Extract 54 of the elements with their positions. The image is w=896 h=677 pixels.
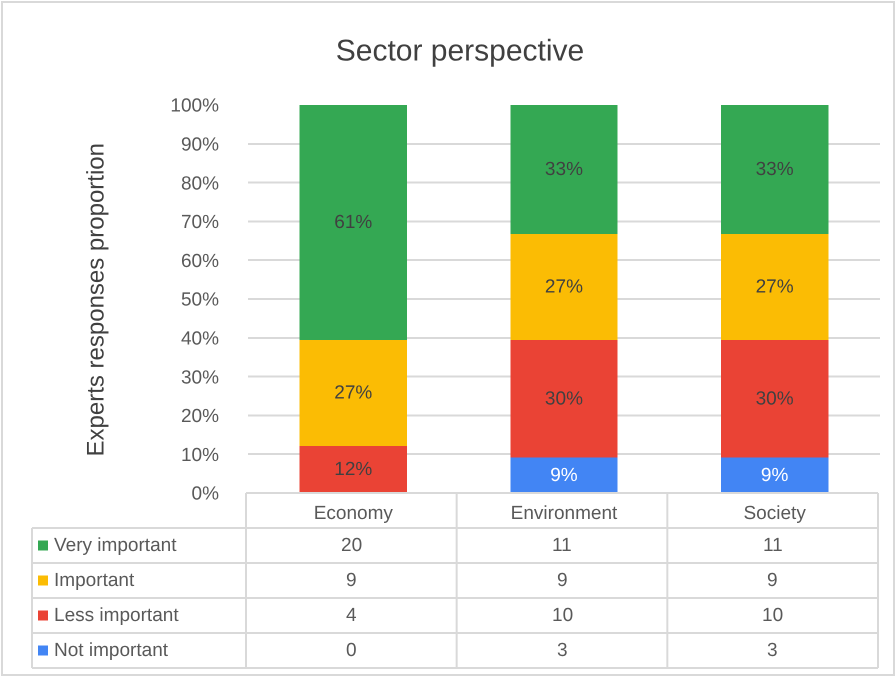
y-tick-label: 100% <box>170 96 220 117</box>
bar <box>720 234 828 340</box>
y-axis-title: Experts responses proportion <box>82 143 110 456</box>
text: 9 <box>346 570 357 591</box>
y-tick-label: 50% <box>180 290 220 311</box>
x-tick-label: Environment <box>510 503 618 524</box>
text: 9 <box>767 570 778 591</box>
text: 11 <box>552 535 572 556</box>
bar <box>720 340 828 458</box>
y-tick-label: 60% <box>180 250 220 272</box>
text: 0 <box>346 640 357 661</box>
y-tick-label: 10% <box>180 444 220 466</box>
data-label: 33% <box>544 159 584 180</box>
bar <box>720 105 828 234</box>
text: 3 <box>557 640 568 661</box>
legend-label: Less important <box>54 605 180 626</box>
bar <box>300 446 408 493</box>
bar <box>510 234 618 340</box>
data-label: 12% <box>334 459 372 480</box>
text: 11 <box>763 535 783 556</box>
data-label: 30% <box>756 388 794 410</box>
y-tick-label: 80% <box>180 173 220 194</box>
data-label: 27% <box>334 382 372 404</box>
text: 9 <box>557 570 568 591</box>
text: 10 <box>552 605 574 626</box>
y-tick-label: 70% <box>180 212 220 234</box>
chart-title: Sector perspective <box>336 34 584 68</box>
data-label: 9% <box>760 464 788 486</box>
y-tick-label: 0% <box>192 484 220 505</box>
legend-label: Not important <box>54 640 169 661</box>
data-label: 27% <box>544 276 584 298</box>
x-tick-label: Society <box>744 503 806 524</box>
x-tick-label: Economy <box>314 503 394 524</box>
data-label: 30% <box>544 388 584 410</box>
legend-label: Very important <box>54 535 178 556</box>
bar <box>510 105 618 234</box>
bar <box>300 340 408 446</box>
bar <box>510 340 618 458</box>
text: 4 <box>346 605 357 626</box>
text: 20 <box>341 535 362 556</box>
text: 10 <box>762 605 784 626</box>
y-tick-label: 40% <box>180 328 220 350</box>
y-tick-label: 30% <box>180 367 220 388</box>
bar <box>720 458 828 493</box>
y-tick-label: 90% <box>180 134 220 156</box>
y-tick-label: 20% <box>180 406 220 428</box>
data-label: 27% <box>756 276 794 298</box>
data-label: 33% <box>756 159 794 180</box>
data-label: 61% <box>334 212 372 234</box>
legend-label: Important <box>54 570 135 591</box>
bar <box>300 105 408 340</box>
data-label: 9% <box>550 464 578 486</box>
bar <box>510 458 618 493</box>
text: 3 <box>767 640 778 661</box>
